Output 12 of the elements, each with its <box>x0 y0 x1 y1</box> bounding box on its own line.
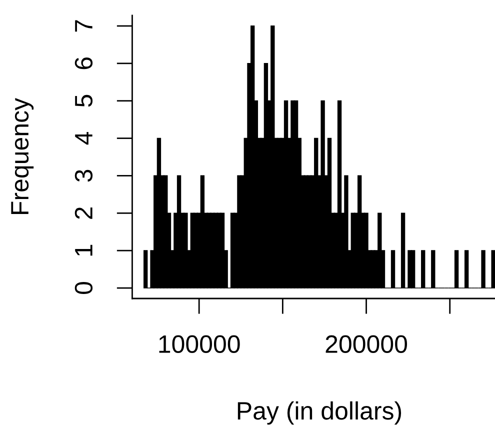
y-axis-title: Frequency <box>11 98 34 214</box>
y-tick-label: 7 <box>75 20 92 32</box>
y-tick-label: 4 <box>75 132 92 145</box>
x-tick-label: 200000 <box>326 335 408 353</box>
y-tick-label: 5 <box>75 94 93 107</box>
y-tick-label: 2 <box>74 207 92 219</box>
x-tick-label: 100000 <box>159 335 240 353</box>
y-tick-label: 1 <box>75 244 92 256</box>
x-axis-title: Pay (in dollars) <box>238 401 402 425</box>
y-tick-label: 6 <box>74 58 93 70</box>
y-tick-label: 3 <box>74 170 93 182</box>
y-tick-label: 0 <box>74 282 93 294</box>
